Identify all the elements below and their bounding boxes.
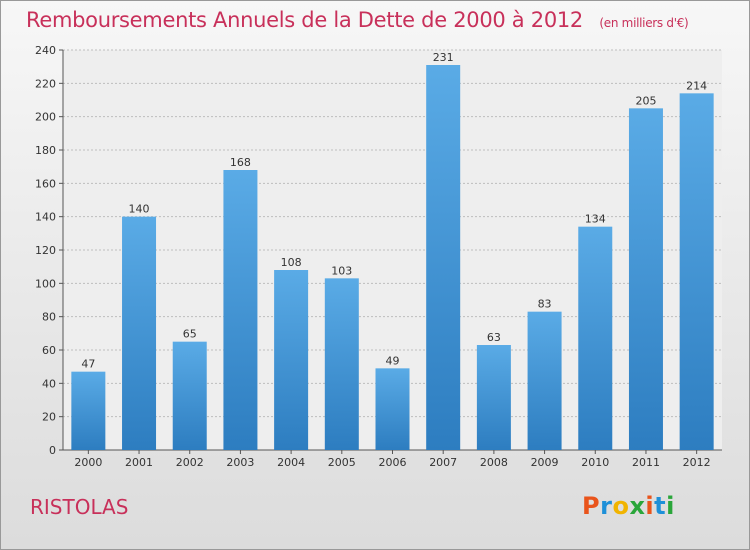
x-tick-label: 2003 (226, 456, 254, 469)
data-label: 83 (538, 298, 552, 311)
y-tick-label: 240 (35, 44, 56, 57)
y-tick-label: 0 (49, 444, 56, 457)
logo-letter: o (612, 492, 630, 520)
y-tick-label: 140 (35, 211, 56, 224)
logo-letter: x (629, 492, 646, 520)
x-tick-label: 2010 (581, 456, 609, 469)
data-label: 63 (487, 331, 501, 344)
data-label: 49 (386, 354, 400, 367)
data-label: 65 (183, 328, 197, 341)
x-tick-label: 2009 (531, 456, 559, 469)
x-tick-label: 2005 (328, 456, 356, 469)
bar (172, 341, 207, 450)
y-tick-label: 180 (35, 144, 56, 157)
data-label: 205 (635, 94, 656, 107)
y-tick-label: 200 (35, 111, 56, 124)
bar (679, 93, 714, 450)
bar (324, 278, 359, 450)
bar (628, 108, 663, 450)
x-tick-label: 2000 (74, 456, 102, 469)
x-tick-label: 2007 (429, 456, 457, 469)
chart-unit-note: (en milliers d'€) (599, 16, 689, 30)
y-tick-label: 160 (35, 177, 56, 190)
x-tick-label: 2008 (480, 456, 508, 469)
x-tick-label: 2011 (632, 456, 660, 469)
bar (476, 345, 511, 450)
logo-letter: i (666, 492, 675, 520)
y-tick-label: 100 (35, 277, 56, 290)
chart-title: Remboursements Annuels de la Dette de 20… (26, 8, 689, 32)
commune-name: RISTOLAS (30, 495, 129, 519)
data-label: 214 (686, 79, 707, 92)
data-label: 168 (230, 156, 251, 169)
logo-letter: t (654, 492, 667, 520)
y-tick-label: 120 (35, 244, 56, 257)
bar (375, 368, 410, 450)
logo-letter: i (645, 492, 655, 520)
logo-letter: r (600, 492, 613, 520)
data-label: 140 (129, 203, 150, 216)
y-tick-label: 20 (42, 411, 56, 424)
y-tick-label: 60 (42, 344, 56, 357)
data-label: 108 (281, 256, 302, 269)
x-tick-label: 2012 (683, 456, 711, 469)
data-label: 103 (331, 264, 352, 277)
bar (426, 65, 461, 450)
data-label: 231 (433, 51, 454, 64)
logo-letter: P (582, 492, 601, 520)
proxiti-logo: Proxiti (582, 492, 675, 520)
bar (223, 170, 258, 450)
y-tick-label: 40 (42, 377, 56, 390)
chart-title-text: Remboursements Annuels de la Dette de 20… (26, 8, 583, 32)
bar (527, 311, 562, 450)
data-label: 134 (585, 213, 606, 226)
bar (274, 270, 309, 450)
x-tick-label: 2001 (125, 456, 153, 469)
y-tick-label: 220 (35, 77, 56, 90)
x-tick-label: 2004 (277, 456, 305, 469)
y-tick-label: 80 (42, 311, 56, 324)
bar (122, 216, 157, 450)
bar (578, 226, 613, 450)
data-label: 47 (81, 358, 95, 371)
x-tick-label: 2002 (176, 456, 204, 469)
bar (71, 371, 106, 450)
x-tick-label: 2006 (379, 456, 407, 469)
